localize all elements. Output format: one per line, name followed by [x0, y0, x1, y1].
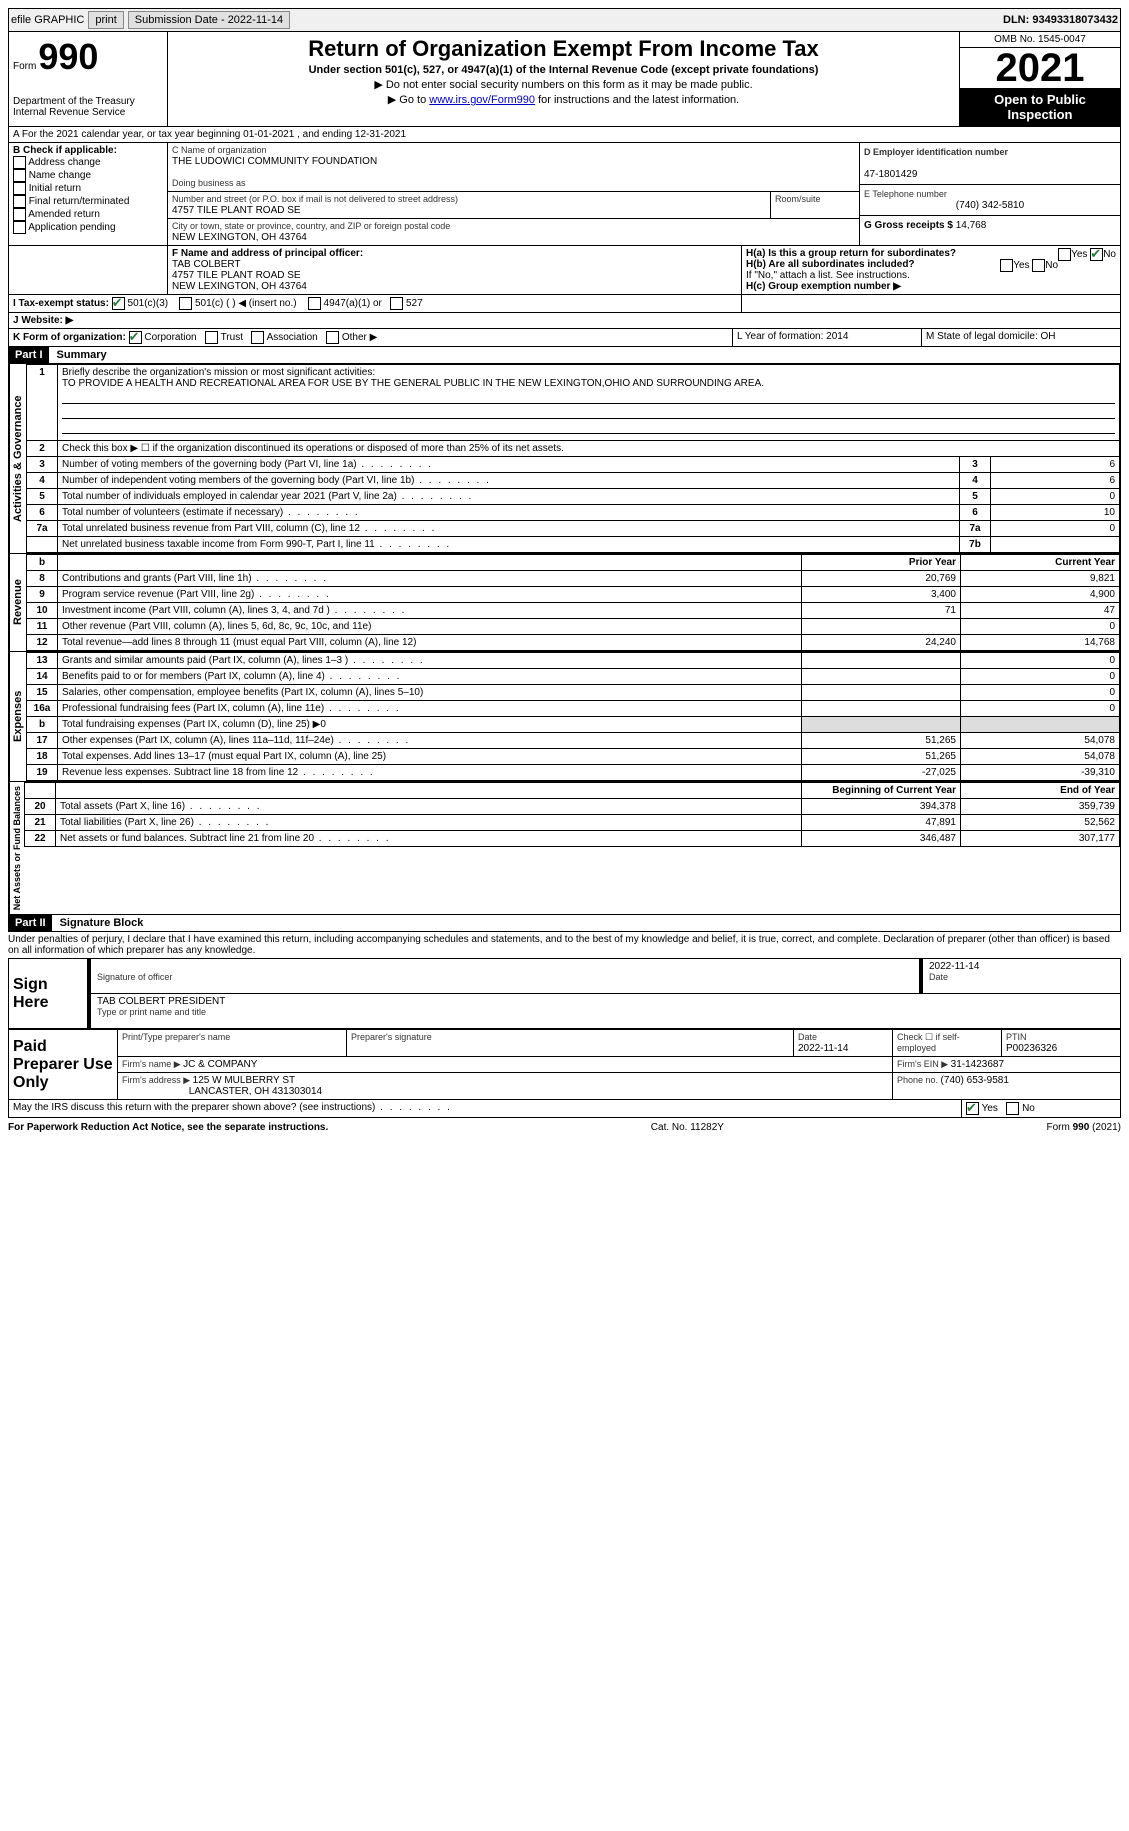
firm-phone: (740) 653-9581 — [941, 1075, 1009, 1086]
sign-here-label: Sign Here — [9, 959, 88, 1029]
form-subtitle-1: Under section 501(c), 527, or 4947(a)(1)… — [172, 64, 955, 76]
penalties-text: Under penalties of perjury, I declare th… — [8, 932, 1121, 958]
hb-yes[interactable] — [1000, 259, 1013, 272]
ha-no[interactable] — [1090, 248, 1103, 261]
part1-title: Summary — [49, 349, 107, 361]
paid-preparer-label: Paid Preparer Use Only — [9, 1030, 118, 1100]
check-trust[interactable] — [205, 331, 218, 344]
part2-title: Signature Block — [52, 917, 144, 929]
ha-yes[interactable] — [1058, 248, 1071, 261]
officer-name: TAB COLBERT — [172, 259, 241, 270]
form-title: Return of Organization Exempt From Incom… — [172, 36, 955, 62]
part2-header: Part II — [9, 915, 52, 931]
dba-label: Doing business as — [172, 178, 246, 188]
vlabel-activities: Activities & Governance — [9, 364, 26, 553]
open-to-public: Open to Public Inspection — [960, 88, 1120, 126]
efile-label: efile GRAPHIC — [11, 14, 84, 26]
check-501c3[interactable] — [112, 297, 125, 310]
ptin: P00236326 — [1006, 1043, 1057, 1054]
irs-link[interactable]: www.irs.gov/Form990 — [429, 94, 535, 106]
check-4947[interactable] — [308, 297, 321, 310]
firm-name: JC & COMPANY — [183, 1059, 257, 1070]
check-501c[interactable] — [179, 297, 192, 310]
year-formation: L Year of formation: 2014 — [733, 329, 922, 346]
org-city: NEW LEXINGTON, OH 43764 — [172, 232, 307, 243]
vlabel-netassets: Net Assets or Fund Balances — [9, 782, 24, 914]
box-b-label: B Check if applicable: — [13, 145, 117, 156]
dln: DLN: 93493318073432 — [1003, 14, 1118, 26]
info-block: B Check if applicable: Address change Na… — [8, 143, 1121, 246]
print-button[interactable]: print — [88, 11, 123, 29]
website-label: J Website: ▶ — [13, 315, 73, 326]
tax-year: 2021 — [960, 48, 1120, 88]
form-subtitle-3: ▶ Go to www.irs.gov/Form990 for instruct… — [172, 93, 955, 106]
check-527[interactable] — [390, 297, 403, 310]
org-name: THE LUDOWICI COMMUNITY FOUNDATION — [172, 156, 377, 167]
signer-name: TAB COLBERT PRESIDENT — [97, 996, 225, 1007]
submission-date: Submission Date - 2022-11-14 — [128, 11, 290, 29]
check-amended[interactable] — [13, 208, 26, 221]
state-domicile: M State of legal domicile: OH — [922, 329, 1120, 346]
vlabel-expenses: Expenses — [9, 652, 26, 781]
sign-date: 2022-11-14 — [929, 961, 979, 972]
footer-left: For Paperwork Reduction Act Notice, see … — [8, 1122, 328, 1133]
form-subtitle-2: ▶ Do not enter social security numbers o… — [172, 78, 955, 91]
footer-form: Form 990 (2021) — [1047, 1122, 1121, 1133]
footer-cat: Cat. No. 11282Y — [651, 1122, 724, 1133]
dept-treasury: Department of the Treasury — [13, 96, 163, 107]
form-number: 990 — [38, 36, 98, 78]
telephone: (740) 342-5810 — [864, 200, 1116, 211]
org-address: 4757 TILE PLANT ROAD SE — [172, 205, 301, 216]
summary-row: 3Number of voting members of the governi… — [27, 457, 1120, 473]
check-assoc[interactable] — [251, 331, 264, 344]
part1-header: Part I — [9, 347, 49, 363]
firm-ein: 31-1423687 — [951, 1059, 1004, 1070]
check-initial-return[interactable] — [13, 182, 26, 195]
irs-label: Internal Revenue Service — [13, 107, 163, 118]
ein: 47-1801429 — [864, 169, 917, 180]
form-prefix: Form — [13, 61, 36, 72]
check-other[interactable] — [326, 331, 339, 344]
line-a: A For the 2021 calendar year, or tax yea… — [9, 127, 1120, 142]
mission-text: TO PROVIDE A HEALTH AND RECREATIONAL ARE… — [62, 378, 764, 389]
box-c-name-label: C Name of organization — [172, 145, 267, 155]
check-name-change[interactable] — [13, 169, 26, 182]
check-address-change[interactable] — [13, 156, 26, 169]
vlabel-revenue: Revenue — [9, 554, 26, 651]
check-corp[interactable] — [129, 331, 142, 344]
hb-no[interactable] — [1032, 259, 1045, 272]
form-header: Form990 Department of the Treasury Inter… — [8, 32, 1121, 127]
discuss-yes[interactable] — [966, 1102, 979, 1115]
discuss-no[interactable] — [1006, 1102, 1019, 1115]
check-app-pending[interactable] — [13, 221, 26, 234]
gross-receipts: 14,768 — [956, 220, 987, 231]
check-final-return[interactable] — [13, 195, 26, 208]
top-bar: efile GRAPHIC print Submission Date - 20… — [8, 8, 1121, 32]
